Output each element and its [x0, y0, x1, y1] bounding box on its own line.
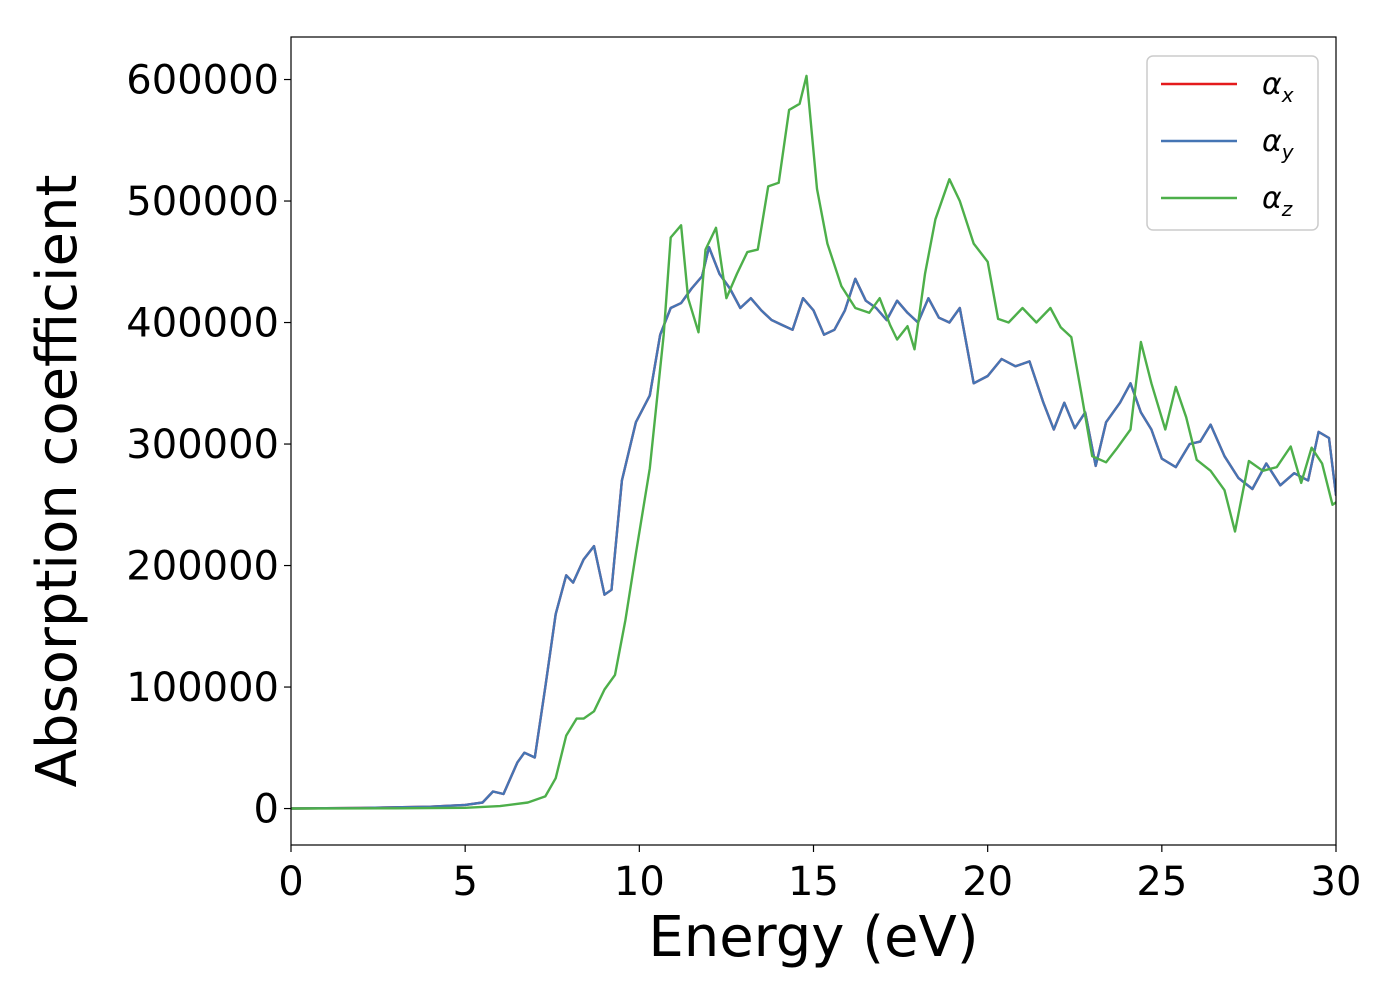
x-tick-label: 20 — [962, 859, 1013, 905]
legend-label-y: αy — [1262, 124, 1295, 164]
x-tick-label: 5 — [452, 859, 477, 905]
y-tick-label: 600000 — [126, 58, 279, 104]
series-layer — [291, 74, 1336, 810]
y-tick-label: 100000 — [126, 665, 279, 711]
x-tick-label: 30 — [1311, 859, 1362, 905]
x-tick-label: 0 — [278, 859, 303, 905]
y-tick-label: 200000 — [126, 544, 279, 590]
y-axis-ticks: 0 100000 200000 300000 400000 500000 600000 — [126, 58, 291, 833]
x-tick-label: 10 — [614, 859, 665, 905]
legend-box — [1146, 55, 1319, 231]
series-line-y — [291, 245, 1336, 810]
legend-label-z: αz — [1262, 181, 1293, 221]
legend: αx αy αz — [1146, 55, 1319, 231]
y-tick-label: 400000 — [126, 301, 279, 347]
x-axis-title: Energy (eV) — [648, 905, 978, 970]
y-tick-label: 0 — [254, 787, 279, 833]
y-tick-label: 500000 — [126, 179, 279, 225]
y-axis-title: Absorption coefficient — [25, 175, 90, 788]
series-line-z — [291, 74, 1336, 810]
x-tick-label: 25 — [1136, 859, 1187, 905]
x-axis-ticks: 0 5 10 15 20 25 30 — [278, 845, 1361, 905]
y-tick-label: 300000 — [126, 422, 279, 468]
legend-label-x: αx — [1262, 67, 1294, 107]
x-tick-label: 15 — [788, 859, 839, 905]
